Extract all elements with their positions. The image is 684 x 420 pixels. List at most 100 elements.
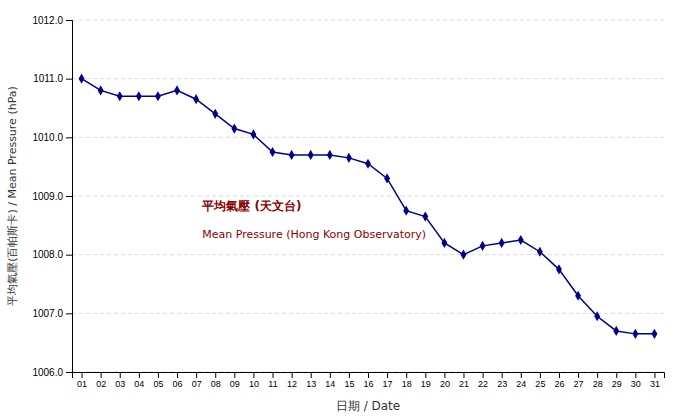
marker [518, 235, 524, 245]
x-tick-mark [444, 372, 445, 378]
x-tick-label: 30 [631, 379, 641, 389]
marker [480, 241, 486, 251]
x-tick: 21 [459, 372, 469, 389]
x-tick: 24 [516, 372, 526, 389]
x-tick: 09 [230, 372, 240, 389]
x-tick-label: 07 [192, 379, 202, 389]
x-tick: 13 [306, 372, 316, 389]
y-tick: 1008.0 [32, 249, 72, 260]
y-tick-mark [66, 196, 72, 197]
x-tick-mark [330, 372, 331, 378]
marker [231, 123, 237, 133]
annotation: Mean Pressure (Hong Kong Observatory) [202, 228, 426, 241]
x-tick-mark [654, 372, 655, 378]
x-tick-mark [158, 372, 159, 378]
x-tick-label: 20 [440, 379, 450, 389]
x-tick-mark [311, 372, 312, 378]
x-tick: 23 [497, 372, 507, 389]
x-tick: 10 [249, 372, 259, 389]
x-axis-line [73, 373, 665, 379]
x-tick-label: 06 [173, 379, 183, 389]
x-tick: 30 [631, 372, 641, 389]
x-tick-mark [616, 372, 617, 378]
x-tick-mark [273, 372, 274, 378]
x-tick-label: 08 [211, 379, 221, 389]
y-tick-label: 1011.0 [33, 73, 63, 84]
marker [403, 206, 409, 216]
x-tick-label: 09 [230, 379, 240, 389]
marker [270, 147, 276, 157]
grid-line [72, 20, 664, 21]
x-tick-label: 26 [554, 379, 564, 389]
y-tick-label: 1010.0 [32, 132, 63, 143]
x-tick-mark [597, 372, 598, 378]
marker [652, 329, 658, 339]
x-tick-label: 14 [325, 379, 335, 389]
x-tick-mark [101, 372, 102, 378]
y-axis-title: 平均氣壓(百帕斯卡) / Mean Pressure (hPa) [6, 86, 19, 306]
x-tick-mark [253, 372, 254, 378]
x-tick-mark [82, 372, 83, 378]
x-tick: 22 [478, 372, 488, 389]
marker [384, 173, 390, 183]
y-tick-mark [66, 255, 72, 256]
y-tick-label: 1006.0 [32, 367, 63, 378]
x-tick-mark [215, 372, 216, 378]
marker [461, 250, 467, 260]
marker [212, 109, 218, 119]
chart: 0102030405060708091011121314151617181920… [0, 0, 684, 420]
x-tick-label: 13 [306, 379, 316, 389]
marker [632, 329, 638, 339]
x-tick: 19 [421, 372, 431, 389]
x-tick-mark [559, 372, 560, 378]
y-tick-label: 1012.0 [32, 15, 63, 26]
marker [136, 91, 142, 101]
y-tick-mark [66, 79, 72, 80]
grid-line [72, 78, 664, 79]
x-tick: 31 [650, 372, 660, 389]
x-tick-label: 23 [497, 379, 507, 389]
marker [98, 85, 104, 95]
y-tick: 1010.0 [32, 132, 72, 143]
x-tick-mark [349, 372, 350, 378]
grid-line [72, 137, 664, 138]
x-tick: 18 [402, 372, 412, 389]
y-tick-mark [66, 313, 72, 314]
x-axis-title: 日期 / Date [336, 399, 400, 413]
x-tick: 07 [192, 372, 202, 389]
marker [174, 85, 180, 95]
x-tick-mark [234, 372, 235, 378]
marker [575, 291, 581, 301]
x-tick-label: 16 [363, 379, 373, 389]
marker [346, 153, 352, 163]
x-tick-mark [425, 372, 426, 378]
x-tick: 29 [612, 372, 622, 389]
y-tick-mark [66, 137, 72, 138]
plot-area: 0102030405060708091011121314151617181920… [32, 15, 664, 390]
x-tick: 02 [96, 372, 106, 389]
x-tick-mark [483, 372, 484, 378]
x-tick: 15 [344, 372, 354, 389]
x-tick-label: 28 [593, 379, 603, 389]
x-tick-label: 01 [77, 379, 87, 389]
x-tick-label: 19 [421, 379, 431, 389]
grid-line [72, 313, 664, 314]
x-tick-label: 17 [383, 379, 393, 389]
grid-line [72, 196, 664, 197]
marker [155, 91, 161, 101]
x-tick-mark [635, 372, 636, 378]
x-tick-label: 21 [459, 379, 469, 389]
x-tick-mark [292, 372, 293, 378]
data-marks [79, 74, 658, 339]
x-tick-label: 05 [153, 379, 163, 389]
y-tick: 1006.0 [32, 367, 72, 378]
grid-line [72, 254, 664, 255]
x-tick: 26 [554, 372, 564, 389]
x-tick-label: 31 [650, 379, 660, 389]
x-tick-mark [120, 372, 121, 378]
x-tick: 04 [134, 372, 144, 389]
x-tick: 01 [77, 372, 87, 389]
y-axis: 1006.01007.01008.01009.01010.01011.01012… [32, 15, 72, 378]
y-tick: 1011.0 [33, 73, 72, 84]
x-tick: 03 [115, 372, 125, 389]
